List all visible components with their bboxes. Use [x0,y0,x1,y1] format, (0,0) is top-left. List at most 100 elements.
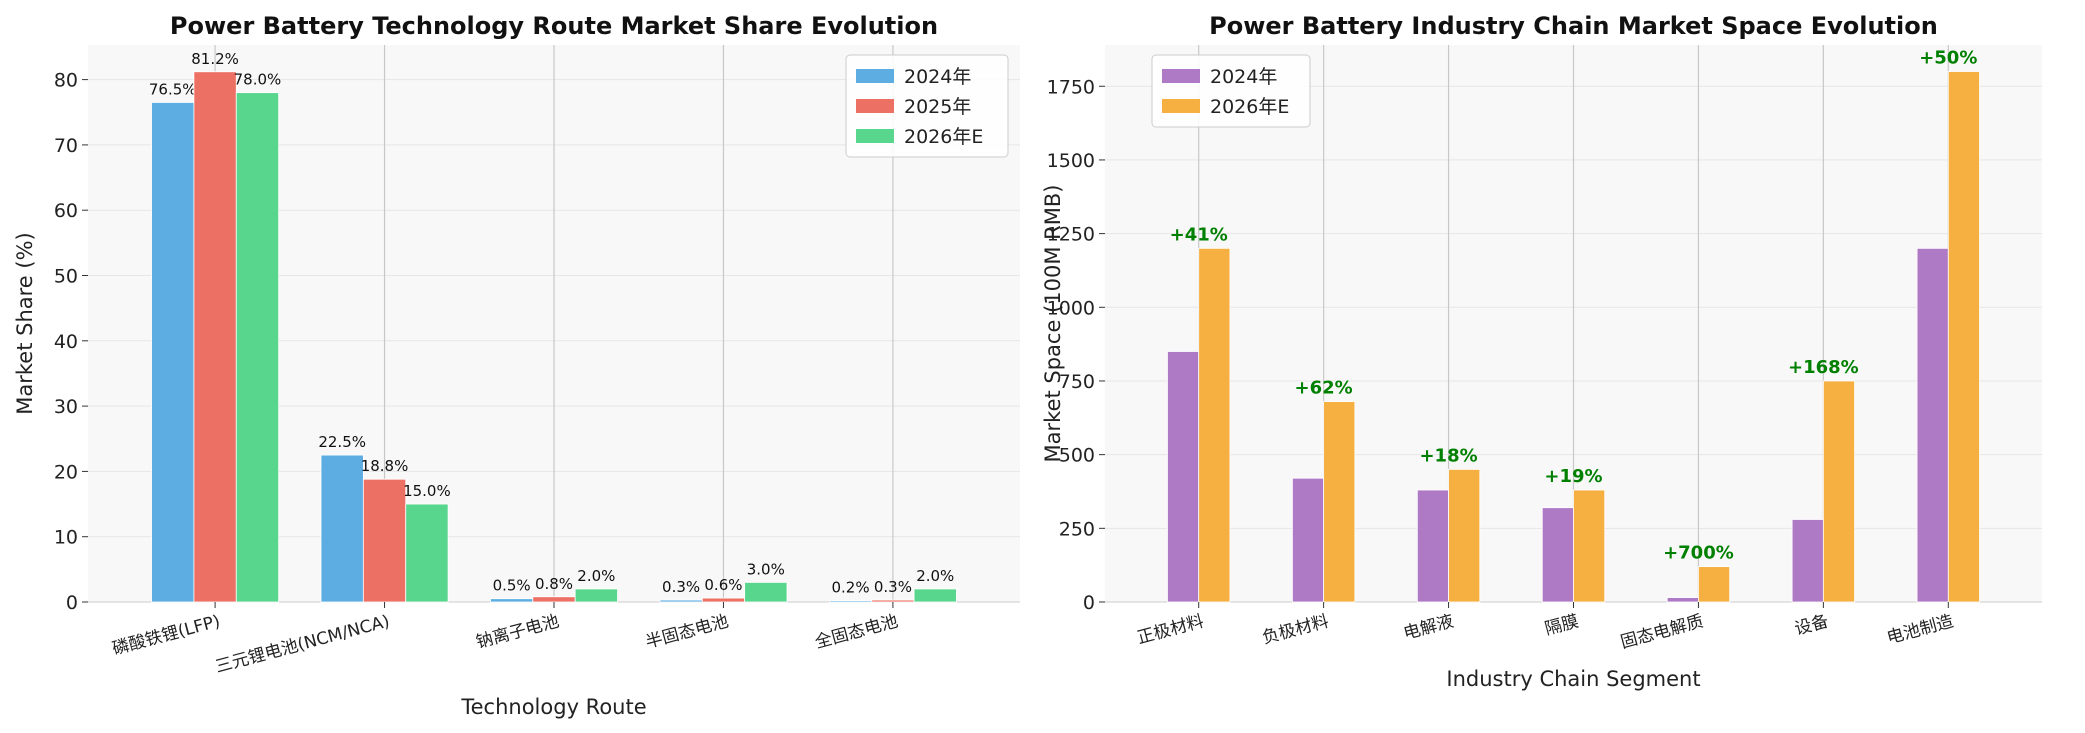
y-tick-label: 0 [66,592,78,614]
bar-2-4 [701,597,746,603]
data-label: 78.0% [234,71,282,89]
data-label: 15.0% [403,482,451,500]
data-label: 22.5% [318,433,366,451]
growth-label: +700% [1663,543,1734,564]
y-tick-label: 1500 [1047,150,1095,172]
x-axis-label: Technology Route [460,695,646,719]
bar-2-2 [362,478,407,603]
growth-label: +41% [1170,224,1228,245]
growth-label: +50% [1919,48,1977,69]
bar-1-2 [1292,477,1325,603]
data-label: 18.8% [361,457,409,475]
bar-1-3 [490,598,534,603]
bar-2-2 [1323,401,1356,603]
bar-2-3 [1448,468,1481,603]
bar-2-7 [1947,71,1980,603]
legend-entry: 2025年 [904,96,971,118]
y-tick-label: 40 [54,331,78,353]
bar-2-1 [1198,247,1231,603]
x-tick-label: 固态电解质 [1618,612,1705,653]
legend-swatch [1162,69,1200,83]
bar-1-1 [1167,351,1200,603]
x-tick-label: 三元锂电池(NCM/NCA) [213,612,392,678]
y-axis-label: Market Space (100M RMB) [1041,185,1065,463]
bar-2-5 [871,599,915,603]
y-tick-label: 1750 [1047,76,1095,98]
data-label: 0.3% [874,578,912,596]
growth-label: +18% [1419,445,1477,466]
data-label: 76.5% [149,80,197,98]
x-tick-label: 半固态电池 [643,612,730,653]
bar-1-6 [1791,519,1824,603]
bar-3-1 [235,92,280,603]
data-label: 0.3% [662,578,700,596]
y-tick-label: 1000 [1047,297,1095,319]
y-tick-label: 50 [54,266,78,288]
bar-2-3 [532,596,576,603]
growth-label: +19% [1544,466,1602,487]
chart-title: Power Battery Technology Route Market Sh… [170,12,938,40]
chart-title: Power Battery Industry Chain Market Spac… [1209,12,1938,40]
x-tick-label: 正极材料 [1135,612,1206,649]
data-label: 2.0% [577,567,615,585]
bar-2-6 [1822,380,1856,603]
data-label: 2.0% [916,567,954,585]
bar-1-1 [151,102,195,603]
bar-2-4 [1573,489,1606,603]
bar-1-2 [320,454,364,603]
y-tick-label: 500 [1059,445,1095,467]
x-tick-label: 钠离子电池 [474,612,561,653]
y-tick-label: 250 [1059,518,1095,540]
legend-entry: 2026年E [904,126,983,148]
legend-entry: 2024年 [1210,66,1277,88]
x-tick-label: 全固态电池 [813,612,900,653]
bar-3-3 [574,588,618,603]
y-tick-label: 80 [54,70,78,92]
bar-3-5 [913,588,957,603]
bar-2-1 [193,71,237,603]
growth-label: +62% [1295,378,1353,399]
data-label: 0.6% [704,576,742,594]
legend-swatch [856,129,894,143]
x-tick-label: 电解液 [1401,612,1455,645]
y-tick-label: 1250 [1047,224,1095,246]
bar-1-7 [1916,247,1949,603]
x-tick-label: 设备 [1793,612,1831,640]
bar-3-4 [744,582,788,603]
data-label: 0.5% [493,577,531,595]
bar-3-2 [405,503,449,603]
y-axis-label: Market Share (%) [13,232,37,414]
data-label: 0.8% [535,575,573,593]
legend-entry: 2024年 [904,66,971,88]
x-tick-label: 电池制造 [1885,612,1956,649]
legend: 2024年 2026年E [1151,54,1311,128]
y-tick-label: 70 [54,135,78,157]
y-tick-label: 10 [54,527,78,549]
bar-1-5 [1666,597,1699,603]
bar-2-5 [1698,566,1731,603]
legend-swatch [856,69,894,83]
x-tick-label: 隔膜 [1543,612,1581,640]
y-tick-label: 30 [54,396,78,418]
data-label: 3.0% [747,560,785,578]
bar-1-5 [828,600,873,603]
y-tick-label: 60 [54,200,78,222]
x-tick-label: 负极材料 [1260,612,1331,649]
y-tick-label: 0 [1083,592,1095,614]
data-label: 0.2% [831,579,869,597]
legend-swatch [856,99,894,113]
y-tick-label: 750 [1059,371,1095,393]
legend-swatch [1162,99,1200,113]
y-tick-label: 20 [54,461,78,483]
legend-entry: 2026年E [1210,96,1289,118]
chart-technology-route-market-share: 76.5% 22.5% 0.5% 0.3% 0.2% 81.2% 18.8% 0.8% 0.6%… [13,12,1020,719]
x-axis-label: Industry Chain Segment [1446,667,1700,691]
data-label: 81.2% [191,50,239,68]
bar-1-4 [1541,507,1574,603]
chart-industry-chain-market-space: +41% +62% +18% +19% +700% +168% +50% 0 250 500 750… [1041,12,2042,691]
bar-1-3 [1416,489,1449,603]
x-tick-label: 磷酸铁锂(LFP) [110,612,222,660]
growth-label: +168% [1788,357,1859,378]
bar-1-4 [659,599,703,603]
